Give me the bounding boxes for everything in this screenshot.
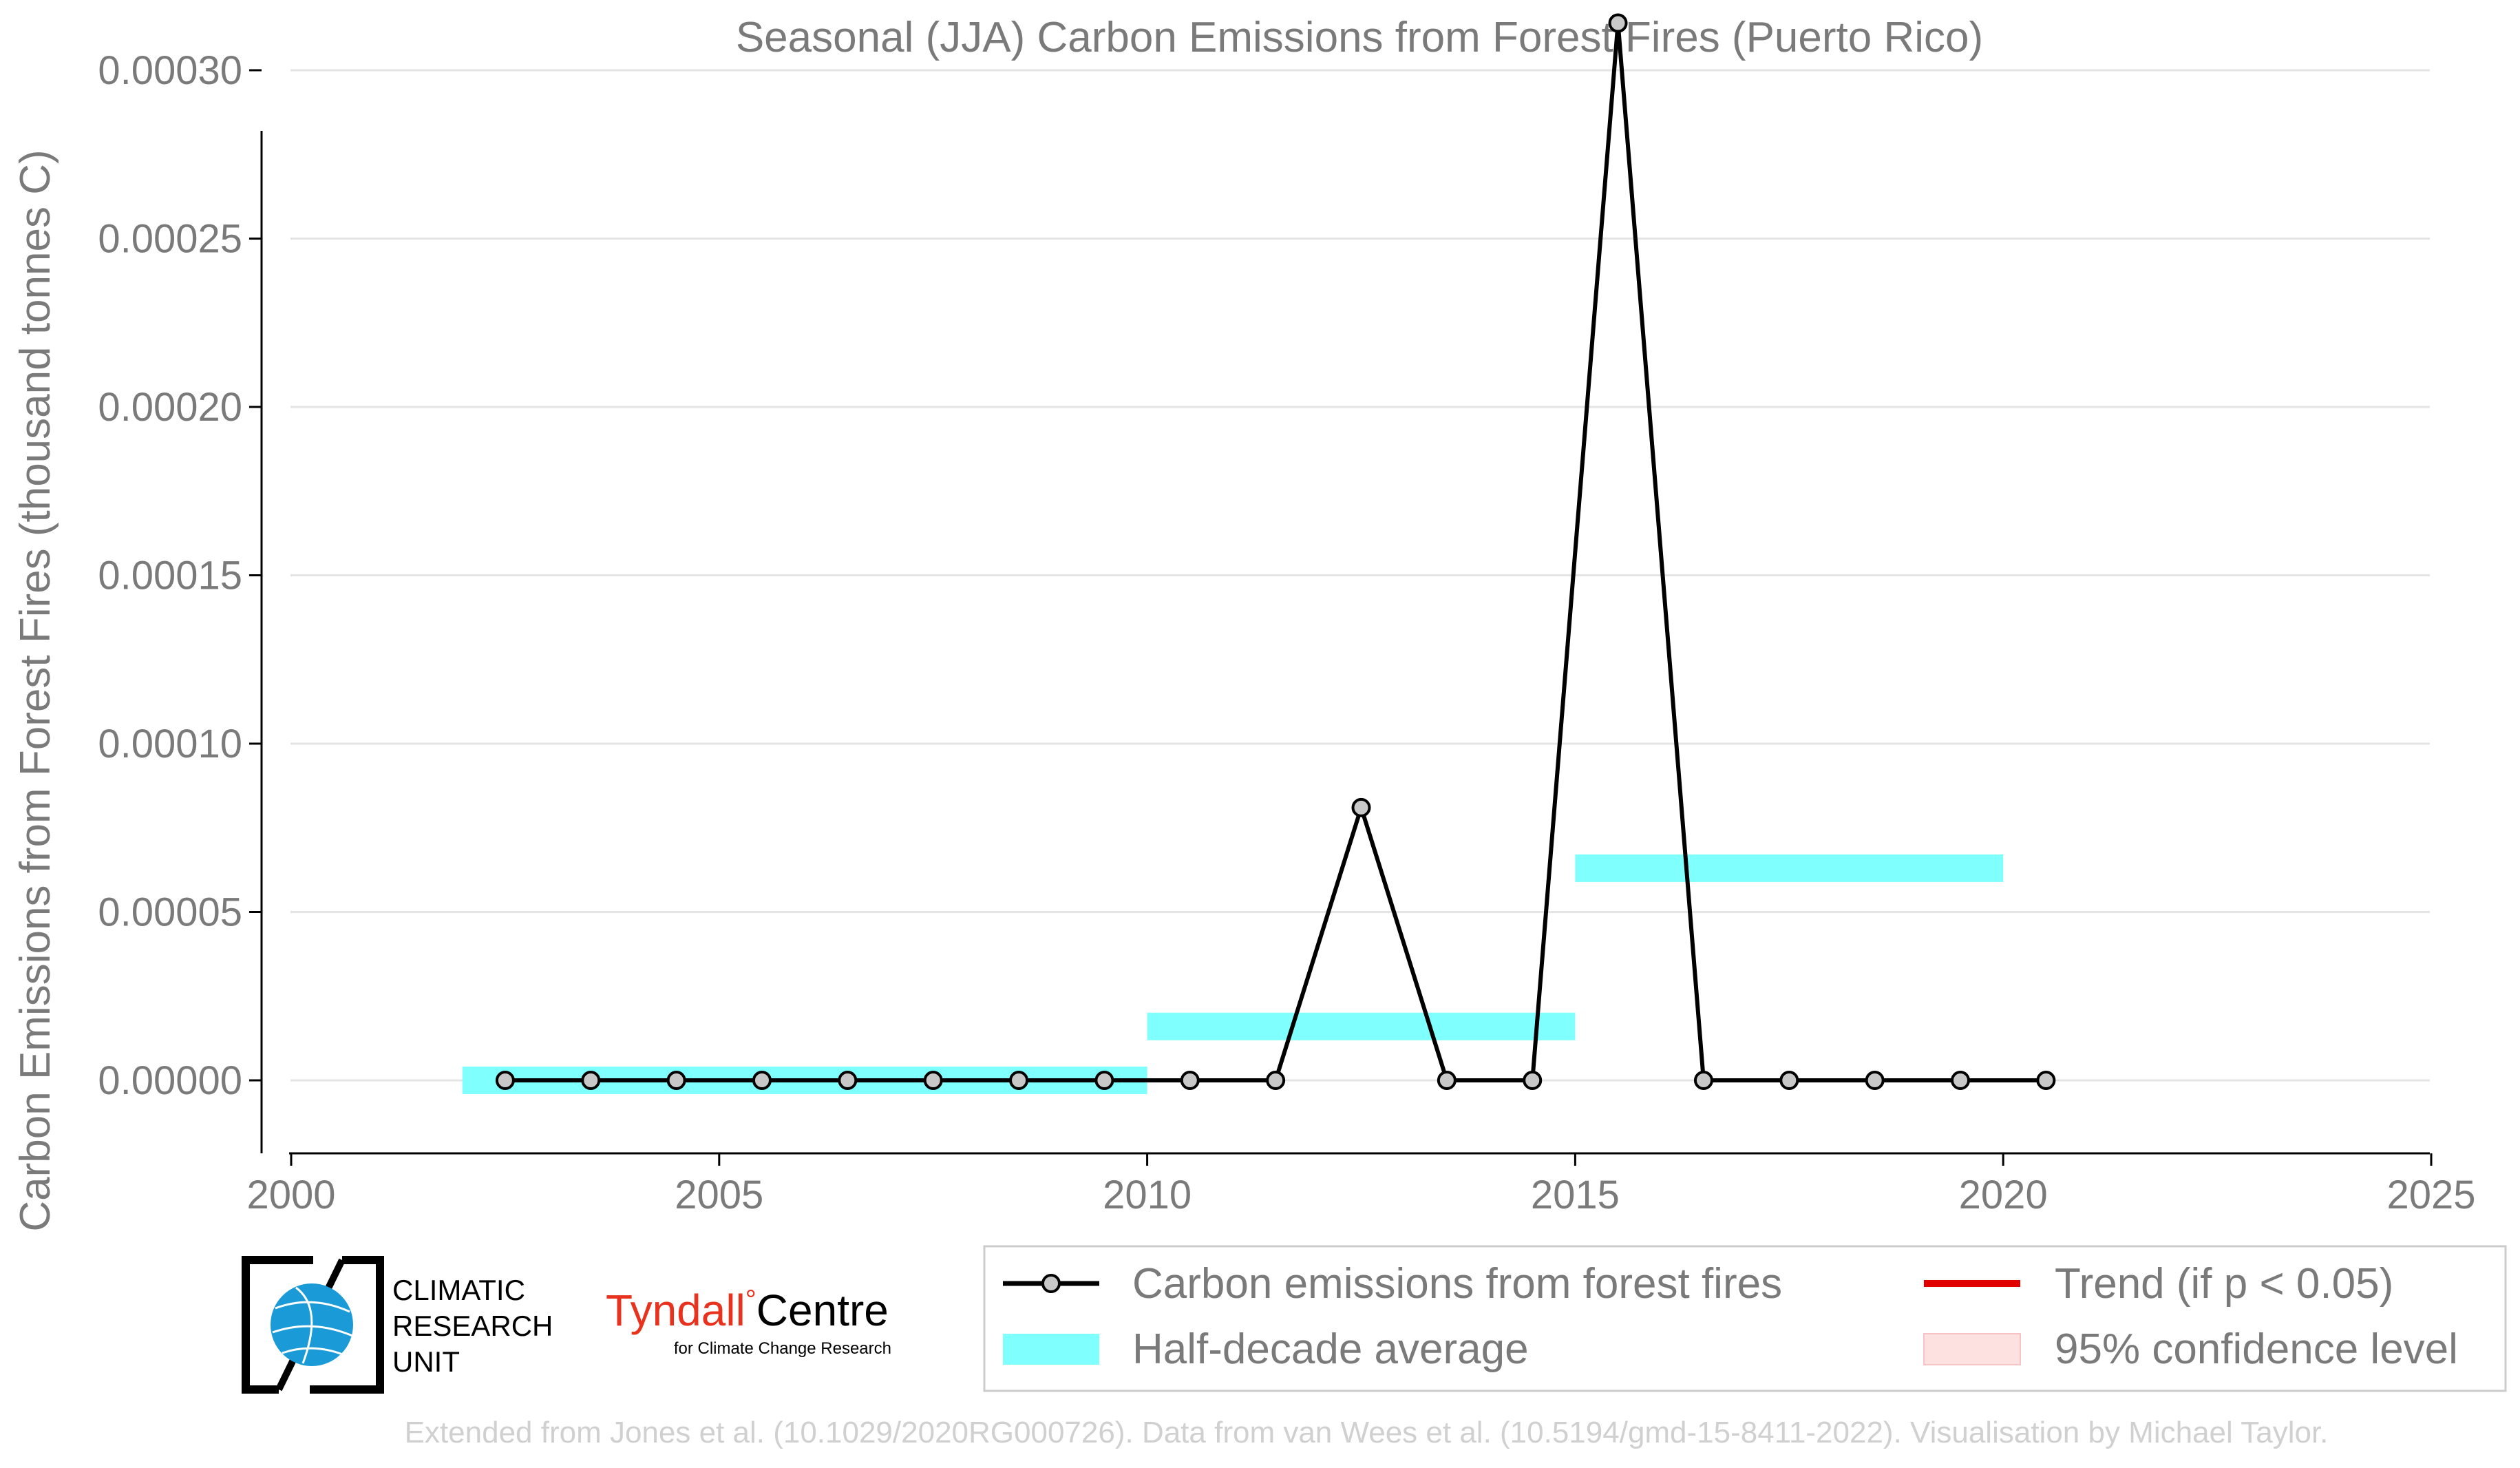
half-decade-bands [462, 854, 2004, 1094]
y-tick-label: 0.00000 [98, 1058, 242, 1103]
data-point [1180, 1071, 1200, 1090]
footer-credit: Extended from Jones et al. (10.1029/2020… [405, 1416, 2329, 1449]
legend-marker-emissions [1041, 1274, 1061, 1293]
cru-bracket-icon [242, 1256, 313, 1394]
data-point [1437, 1071, 1457, 1090]
x-tick-label: 2025 [2386, 1173, 2475, 1217]
data-point [752, 1071, 772, 1090]
cru-bracket-right-icon [310, 1256, 384, 1394]
tyndall-logo: Tyndall°Centre for Climate Change Resear… [606, 1285, 891, 1358]
legend-label-emissions: Carbon emissions from forest fires [1132, 1260, 1782, 1308]
data-point [923, 1071, 943, 1090]
y-tick-label: 0.00020 [98, 385, 242, 430]
x-tick-label: 2020 [1959, 1173, 2048, 1217]
data-point [1523, 1071, 1543, 1090]
tyndall-tagline: for Climate Change Research [674, 1339, 891, 1358]
series-line [505, 21, 2046, 1082]
x-tick-label: 2010 [1103, 1173, 1192, 1217]
data-point [2036, 1071, 2056, 1090]
data-point [666, 1071, 686, 1090]
gridlines [290, 69, 2430, 1082]
data-point [495, 1071, 515, 1090]
half-decade-band [1147, 1012, 1576, 1040]
data-point [1865, 1071, 1885, 1090]
y-tick-label: 0.00015 [98, 554, 242, 598]
legend-box [983, 1245, 2507, 1392]
series-layer [495, 13, 2056, 1090]
legend-swatch-half-decade [1003, 1334, 1099, 1365]
x-tick-label: 2000 [246, 1173, 335, 1217]
half-decade-band [1575, 854, 2004, 882]
y-axis-label: Carbon Emissions from Forest Fires (thou… [12, 149, 59, 1231]
cru-logo: CLIMATIC RESEARCH UNIT [242, 1256, 553, 1394]
y-tick-label: 0.00025 [98, 217, 242, 262]
data-point [1009, 1071, 1029, 1090]
y-tick-label: 0.00030 [98, 48, 242, 93]
cru-line-1: CLIMATIC [392, 1274, 525, 1306]
data-point [1094, 1071, 1114, 1090]
data-point [581, 1071, 601, 1090]
legend-swatch-confidence [1923, 1333, 2021, 1365]
y-tick-label: 0.00005 [98, 890, 242, 935]
legend-label-trend: Trend (if p < 0.05) [2055, 1260, 2393, 1308]
cru-line-3: UNIT [392, 1345, 460, 1378]
chart-title: Seasonal (JJA) Carbon Emissions from For… [736, 14, 1983, 61]
data-point [1779, 1071, 1799, 1090]
globe-lines-icon [272, 1286, 353, 1364]
y-ticks: 0.00000 0.00005 0.00010 0.00015 0.00020 0.000… [98, 48, 262, 1103]
cru-line-2: RESEARCH [392, 1310, 553, 1342]
data-point [838, 1071, 858, 1090]
data-point [1693, 1071, 1713, 1090]
y-tick-label: 0.00010 [98, 722, 242, 766]
tyndall-name: Tyndall°Centre [606, 1285, 889, 1335]
data-point [1951, 1071, 1971, 1090]
legend-label-half-decade: Half-decade average [1132, 1325, 1529, 1373]
x-tick-label: 2015 [1531, 1173, 1620, 1217]
legend-label-confidence: 95% confidence level [2055, 1325, 2458, 1373]
data-point [1266, 1071, 1286, 1090]
x-tick-label: 2005 [675, 1173, 763, 1217]
data-point [1351, 797, 1371, 817]
data-point [1608, 13, 1628, 33]
x-ticks: 2000 2005 2010 2015 2020 2025 [246, 1153, 2476, 1217]
legend: Carbon emissions from forest fires Trend… [983, 1245, 2507, 1392]
